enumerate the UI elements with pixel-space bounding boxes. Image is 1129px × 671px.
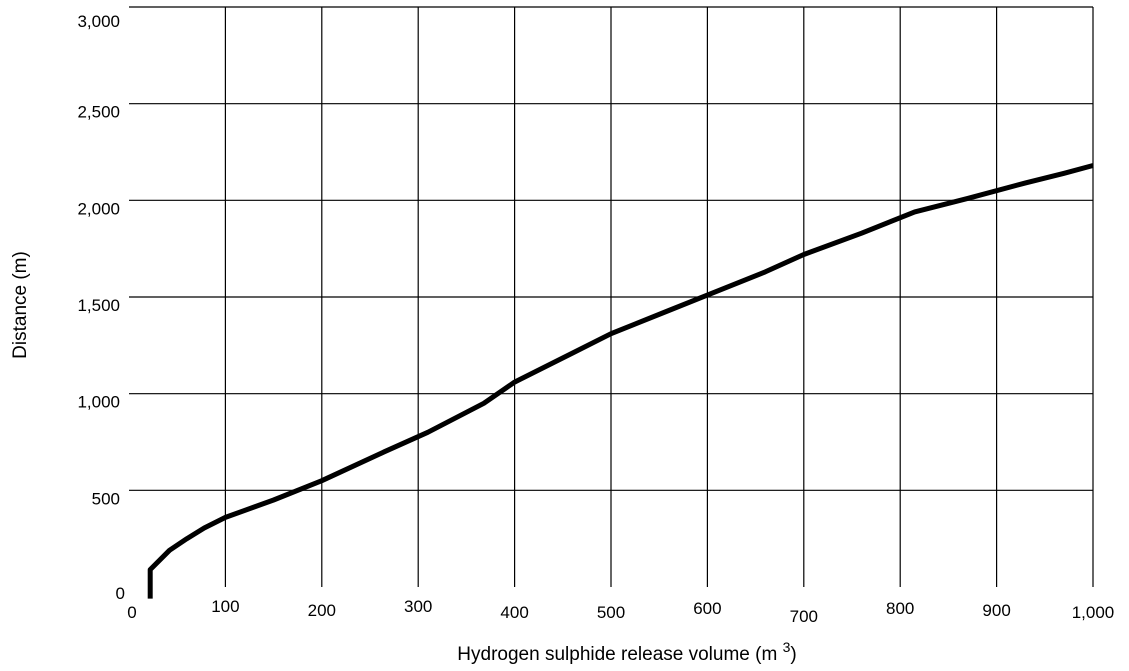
x-tick-label-4: 400 bbox=[500, 603, 528, 622]
y-tick-label-1: 500 bbox=[92, 489, 120, 508]
y-tick-label-6: 3,000 bbox=[77, 12, 120, 31]
y-axis-label: Distance (m) bbox=[10, 251, 31, 359]
x-tick-label-7: 700 bbox=[790, 607, 818, 626]
x-axis-label-main: Hydrogen sulphide release volume (m bbox=[457, 644, 782, 665]
y-tick-label-0: 0 bbox=[116, 584, 125, 603]
y-tick-label-2: 1,000 bbox=[77, 393, 120, 412]
x-tick-label-8: 800 bbox=[886, 599, 914, 618]
x-tick-label-3: 300 bbox=[404, 597, 432, 616]
x-tick-label-9: 900 bbox=[982, 601, 1010, 620]
x-tick-label-1: 100 bbox=[211, 597, 239, 616]
x-axis-label: Hydrogen sulphide release volume (m 3) bbox=[457, 639, 796, 665]
y-tick-label-3: 1,500 bbox=[77, 296, 120, 315]
series-line-0 bbox=[147, 163, 1094, 599]
x-axis-label-suffix: ) bbox=[790, 644, 796, 665]
x-tick-label-10: 1,000 bbox=[1072, 603, 1115, 622]
tick-labels: 0 100 200 300 400 500 600 700 800 900 1,000 0 500 1,0… bbox=[77, 12, 1114, 626]
x-tick-label-5: 500 bbox=[597, 603, 625, 622]
series-layer bbox=[147, 163, 1094, 599]
y-tick-label-4: 2,000 bbox=[77, 199, 120, 218]
x-tick-label-2: 200 bbox=[308, 601, 336, 620]
x-axis-label-superscript: 3 bbox=[783, 639, 791, 655]
y-tick-label-5: 2,500 bbox=[77, 103, 120, 122]
x-tick-label-6: 600 bbox=[693, 599, 721, 618]
x-tick-label-0: 0 bbox=[127, 603, 136, 622]
